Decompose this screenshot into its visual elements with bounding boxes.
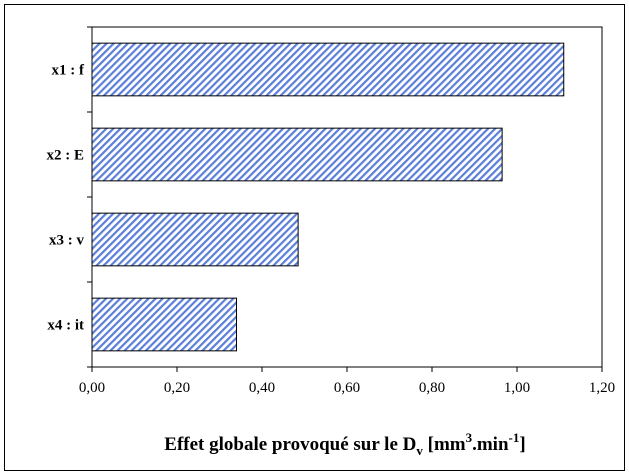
bar: [91, 127, 503, 182]
bar: [91, 42, 565, 97]
bar: [91, 212, 299, 267]
category-label: x3 : v: [49, 233, 84, 249]
category-label: x4 : it: [47, 318, 84, 334]
x-tick-label: 0,80: [419, 380, 445, 396]
x-tick-label: 1,20: [589, 380, 615, 396]
bar: [91, 297, 237, 352]
x-tick-label: 0,00: [79, 380, 105, 396]
x-tick-label: 0,20: [164, 380, 190, 396]
x-axis-title: Effet globale provoqué sur le Dv [mm3.mi…: [164, 430, 525, 458]
x-tick-label: 1,00: [504, 380, 530, 396]
x-tick-label: 0,40: [249, 380, 275, 396]
category-label: x2 : E: [47, 148, 85, 164]
category-label: x1 : f: [52, 63, 85, 79]
x-tick-label: 0,60: [334, 380, 360, 396]
